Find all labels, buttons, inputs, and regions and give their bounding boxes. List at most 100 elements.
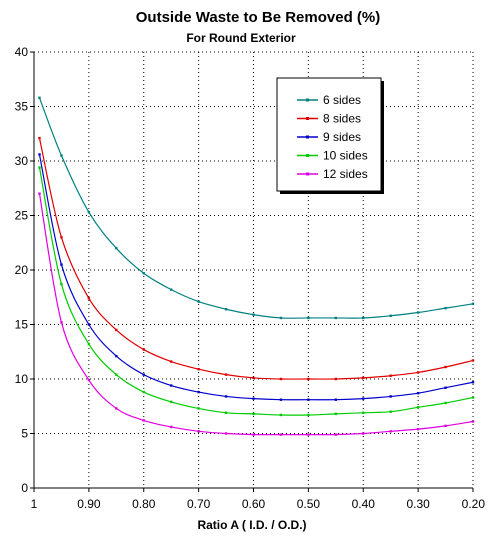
x-tick-label: 0.90: [77, 497, 101, 511]
data-point: [169, 384, 173, 387]
data-point: [307, 398, 310, 401]
data-point: [389, 430, 392, 433]
legend-marker-9-sides: [306, 135, 309, 139]
data-point: [169, 360, 173, 363]
data-point: [307, 316, 310, 320]
data-point: [279, 316, 283, 320]
data-point: [169, 425, 173, 429]
series-group: [38, 96, 475, 436]
x-axis-label: Ratio A ( I.D. / O.D.): [197, 518, 306, 532]
series-line-10-sides: [38, 167, 474, 416]
legend-marker-6-sides: [306, 98, 309, 102]
x-tick-label: 0.20: [462, 497, 486, 511]
data-point: [87, 378, 91, 382]
data-point: [279, 377, 283, 381]
data-point: [279, 433, 283, 436]
y-tick-label: 40: [15, 45, 29, 59]
data-point: [444, 386, 447, 389]
data-point: [224, 432, 228, 435]
data-point: [471, 396, 475, 399]
y-tick-label: 5: [21, 427, 28, 441]
data-point: [416, 371, 420, 374]
data-point: [115, 247, 118, 250]
y-tick-label: 10: [15, 372, 29, 386]
x-tick-label: 1: [31, 497, 38, 511]
x-tick-label: 0.50: [297, 497, 321, 511]
data-point: [169, 288, 173, 291]
data-point: [362, 411, 365, 414]
data-point: [471, 381, 475, 384]
data-point: [87, 323, 91, 326]
y-tick-label: 30: [15, 154, 29, 168]
data-point: [60, 282, 63, 286]
data-point: [252, 376, 255, 380]
plot-frame: [33, 51, 474, 489]
y-tick-label: 20: [15, 263, 29, 277]
series-line-8-sides: [38, 137, 474, 380]
series-line-6-sides: [38, 97, 474, 319]
data-point: [416, 311, 420, 314]
data-point: [142, 348, 145, 351]
x-tick-label: 0.80: [132, 497, 156, 511]
grid: [34, 52, 473, 488]
data-point: [471, 359, 475, 362]
series-9-sides: [38, 153, 475, 401]
y-tick-label: 0: [21, 481, 28, 495]
data-point: [252, 433, 255, 436]
data-point: [38, 96, 41, 99]
data-point: [252, 313, 255, 316]
legend: 6 sides 8 sides 9 sides 10 sides 12 sides: [276, 77, 384, 194]
legend-label-10-sides: 10 sides: [323, 149, 368, 163]
y-axis-ticks: 0 5 10 15 20 25 30 35 40: [15, 45, 34, 495]
data-point: [444, 424, 447, 428]
legend-label-8-sides: 8 sides: [323, 112, 361, 126]
data-point: [334, 398, 338, 401]
data-point: [444, 401, 447, 405]
data-point: [38, 192, 41, 195]
legend-box: [276, 77, 382, 192]
x-axis-ticks: 1 0.90 0.80 0.70 0.60 0.50 0.40 0.30 0.20: [31, 488, 486, 511]
data-point: [142, 390, 145, 394]
data-point: [416, 406, 420, 409]
data-point: [362, 397, 365, 400]
y-tick-label: 15: [15, 318, 29, 332]
data-point: [115, 328, 118, 332]
data-point: [115, 407, 118, 410]
data-point: [87, 342, 91, 346]
data-point: [142, 373, 145, 376]
data-point: [389, 314, 392, 317]
data-point: [60, 236, 63, 239]
data-point: [389, 374, 392, 377]
legend-marker-12-sides: [306, 172, 309, 176]
data-point: [38, 136, 41, 140]
series-line-12-sides: [38, 193, 474, 436]
legend-marker-10-sides: [306, 154, 309, 157]
series-line-9-sides: [38, 154, 474, 401]
data-point: [224, 411, 228, 414]
data-point: [362, 376, 365, 380]
series-6-sides: [38, 96, 475, 320]
data-point: [279, 398, 283, 401]
data-point: [444, 365, 447, 369]
series-8-sides: [38, 136, 475, 381]
series-10-sides: [38, 166, 475, 417]
data-point: [471, 420, 475, 423]
data-point: [197, 300, 200, 303]
data-point: [334, 433, 338, 436]
data-point: [197, 367, 200, 371]
data-point: [334, 316, 338, 320]
legend-label-9-sides: 9 sides: [323, 130, 361, 144]
data-point: [142, 272, 145, 275]
x-tick-label: 0.60: [242, 497, 266, 511]
data-point: [224, 395, 228, 398]
data-point: [252, 397, 255, 400]
legend-label-12-sides: 12 sides: [323, 167, 368, 181]
data-point: [444, 306, 447, 310]
data-point: [307, 413, 310, 417]
data-point: [416, 427, 420, 431]
data-point: [169, 400, 173, 404]
data-point: [197, 430, 200, 433]
data-point: [334, 412, 338, 416]
y-tick-label: 25: [15, 209, 29, 223]
